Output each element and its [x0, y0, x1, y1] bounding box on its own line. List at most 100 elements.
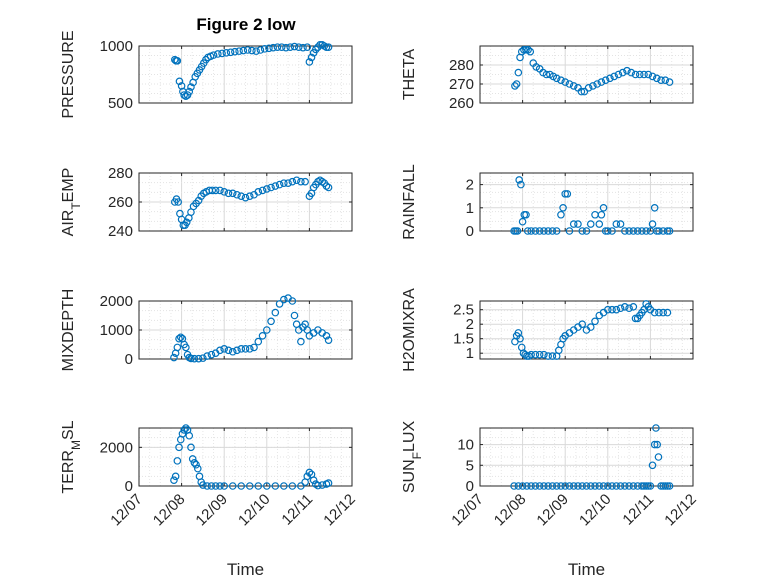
data-point: [228, 482, 237, 490]
data-point: [621, 482, 629, 490]
data-point: [207, 482, 216, 490]
x-tick-label: 12/07: [107, 491, 146, 530]
data-point: [182, 218, 191, 227]
data-point: [290, 311, 299, 320]
subplot-pressure: 500 1000 PRESSURE: [60, 30, 353, 119]
data-point: [284, 179, 292, 187]
data-point: [214, 50, 222, 58]
data-point: [269, 43, 277, 52]
y-tick-label: 2: [466, 316, 474, 333]
y-axis-label: MIXDEPTH: [60, 289, 77, 372]
data-point: [254, 188, 263, 196]
data-point: [182, 343, 190, 352]
data-point: [640, 70, 648, 79]
y-tick-label: 2: [466, 177, 474, 194]
axes-box: [479, 300, 694, 360]
data-point: [618, 68, 627, 77]
data-point: [616, 482, 625, 490]
data-point: [653, 440, 662, 449]
data-point: [557, 76, 565, 85]
data-point: [648, 461, 657, 470]
data-point: [305, 58, 314, 66]
data-point: [277, 43, 286, 51]
data-point: [597, 78, 606, 86]
data-point: [603, 305, 612, 314]
data-point: [271, 182, 280, 190]
y-tick-label: 10: [457, 437, 474, 454]
data-point: [316, 41, 324, 49]
axes-box: [479, 45, 694, 104]
data-point: [239, 46, 248, 55]
subplot-sun-flux: 0 5 10 12/07 12/08 12/09 12/10 12/11 12/12 SUNFLU…: [401, 421, 700, 579]
data-point: [271, 482, 280, 490]
data-point: [170, 353, 178, 362]
y-tick-label: 0: [466, 478, 474, 495]
plot-area: [480, 173, 693, 231]
data-point: [523, 352, 531, 360]
data-point: [260, 45, 269, 53]
data-point: [237, 482, 246, 490]
data-point: [574, 220, 582, 228]
data-point: [610, 72, 618, 81]
data-point: [248, 46, 256, 55]
data-point: [324, 479, 333, 487]
data-point: [531, 482, 540, 490]
data-point: [185, 431, 194, 440]
data-point: [256, 46, 265, 54]
subplot-h2omixra: 11.522.5 H2OMIXRA: [401, 288, 694, 372]
data-point: [578, 482, 587, 490]
data-point: [593, 80, 601, 88]
data-point: [288, 482, 297, 490]
x-tick-label: 12/08: [150, 491, 189, 530]
data-point: [322, 43, 331, 51]
data-point: [644, 482, 653, 490]
data-point: [254, 482, 263, 490]
data-point: [621, 302, 629, 311]
data-point: [510, 482, 518, 490]
data-point: [561, 482, 570, 490]
data-point: [182, 424, 190, 432]
data-point: [616, 304, 625, 313]
y-tick-label: 270: [449, 76, 474, 93]
data-point: [650, 308, 659, 317]
data-point: [512, 80, 521, 88]
subplot-air-temp: 240 260 280 AIRTEMP: [60, 165, 353, 240]
data-point: [301, 177, 309, 186]
data-point: [608, 305, 616, 314]
data-point: [228, 347, 237, 356]
plot-area: [139, 428, 352, 486]
data-point: [175, 443, 183, 452]
data-point: [544, 352, 552, 360]
x-tick-label: 12/10: [576, 491, 615, 530]
data-point: [565, 80, 574, 88]
data-point: [180, 426, 188, 434]
data-point: [623, 66, 631, 75]
data-point: [258, 186, 267, 195]
subplot-theta: 260 270 280 THETA: [401, 45, 694, 112]
data-point: [171, 472, 180, 481]
data-point: [203, 482, 211, 490]
subplot-terr-msl: 0 2000 12/07 12/08 12/09 12/10 12/11 12/12 TERRM…: [60, 420, 359, 579]
y-tick-label: 1000: [100, 38, 133, 55]
data-point: [220, 345, 229, 353]
data-point: [237, 345, 246, 353]
y-tick-label: 280: [108, 165, 133, 182]
data-point: [616, 220, 625, 228]
data-point: [280, 295, 288, 304]
y-axis-label: H2OMIXRA: [401, 288, 418, 372]
axes-box: [479, 427, 694, 487]
data-point: [258, 331, 267, 340]
data-point: [548, 482, 557, 490]
data-point: [211, 186, 220, 195]
data-point: [311, 45, 320, 54]
data-point: [603, 227, 612, 235]
data-point: [629, 227, 638, 235]
data-point: [569, 482, 578, 490]
y-tick-label: 1000: [100, 322, 133, 339]
data-point: [561, 78, 570, 86]
y-tick-label: 260: [108, 194, 133, 211]
data-point: [526, 47, 535, 56]
data-point: [638, 227, 646, 235]
data-point: [582, 482, 591, 490]
data-point: [199, 481, 207, 489]
